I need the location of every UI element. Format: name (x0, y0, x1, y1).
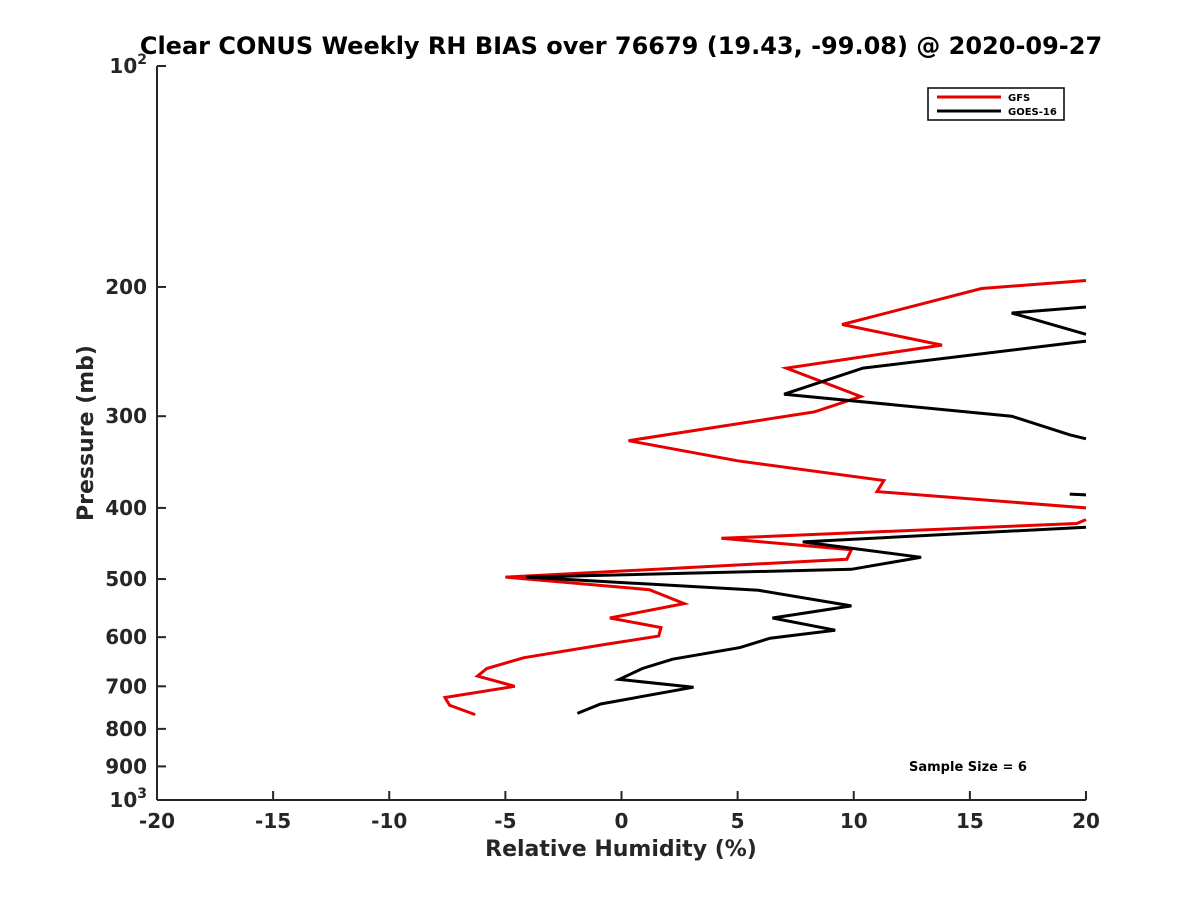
series-goes-16 (526, 305, 1087, 715)
y-tick-base: 600 (105, 625, 147, 649)
y-tick-exponent: 2 (137, 52, 147, 68)
chart-title: Clear CONUS Weekly RH BIAS over 76679 (1… (140, 32, 1102, 60)
y-axis-label: Pressure (mb) (74, 345, 99, 521)
x-tick-label: -5 (494, 809, 516, 833)
series-line (628, 279, 1087, 510)
series-line (783, 339, 1087, 441)
x-tick-label: 5 (731, 809, 745, 833)
y-tick-label: 800 (105, 717, 147, 741)
y-tick-base: 700 (105, 674, 147, 698)
y-tick-base: 800 (105, 717, 147, 741)
x-tick-label: -15 (255, 809, 291, 833)
y-tick-label: 500 (105, 567, 147, 591)
y-tick-base: 300 (105, 404, 147, 428)
series-line (1069, 492, 1087, 497)
y-tick-label: 900 (105, 754, 147, 778)
series-line (526, 525, 1087, 715)
x-ticks: -20 -15 -10 -5 0 5 10 15 20 (139, 791, 1100, 833)
y-tick-base: 10 (109, 54, 137, 78)
series-line (1011, 305, 1087, 336)
x-tick-label: 15 (956, 809, 984, 833)
y-tick-exponent: 3 (137, 786, 147, 802)
sample-size-annotation: Sample Size = 6 (909, 760, 1027, 775)
y-tick-label: 103 (109, 786, 147, 812)
legend-label: GOES-16 (1008, 107, 1057, 118)
x-tick-label: -20 (139, 809, 175, 833)
y-tick-label: 400 (105, 496, 147, 520)
y-tick-base: 200 (105, 275, 147, 299)
legend-box (927, 87, 1065, 121)
y-tick-base: 10 (109, 788, 137, 812)
y-tick-label: 700 (105, 674, 147, 698)
y-tick-base: 900 (105, 754, 147, 778)
x-tick-label: 0 (615, 809, 629, 833)
y-tick-base: 400 (105, 496, 147, 520)
y-tick-base: 500 (105, 567, 147, 591)
y-tick-label: 200 (105, 275, 147, 299)
y-tick-label: 600 (105, 625, 147, 649)
x-tick-label: -10 (371, 809, 407, 833)
series-layer (442, 279, 1087, 717)
x-tick-label: 10 (840, 809, 868, 833)
x-tick-label: 20 (1072, 809, 1100, 833)
x-axis-label: Relative Humidity (%) (485, 837, 757, 862)
legend-label: GFS (1008, 93, 1030, 104)
y-tick-label: 102 (109, 52, 147, 78)
y-tick-label: 300 (105, 404, 147, 428)
legend: GFS GOES-16 (927, 87, 1065, 121)
